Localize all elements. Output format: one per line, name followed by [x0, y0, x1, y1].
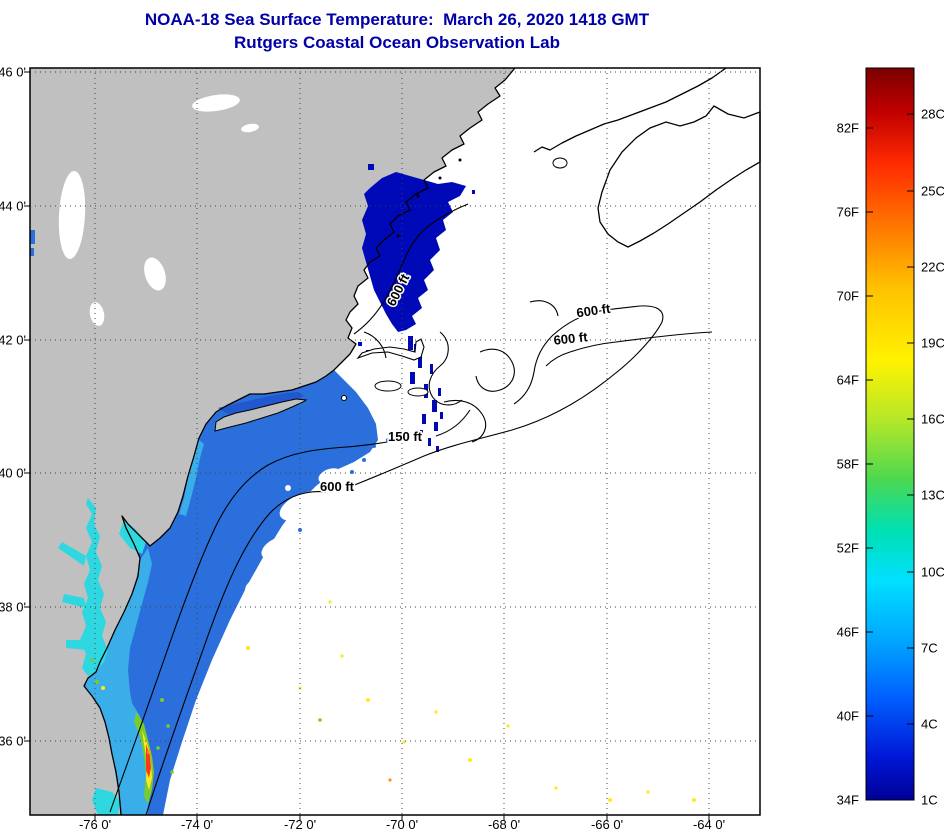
lon-tick-74: -74 0' — [181, 817, 213, 832]
lon-tick-72: -72 0' — [284, 817, 316, 832]
svg-text:64F: 64F — [837, 373, 859, 388]
svg-text:46F: 46F — [837, 625, 859, 640]
svg-text:16C: 16C — [921, 412, 944, 427]
sst-pamlico-sound — [92, 788, 120, 815]
lat-tick-44: 44 0' — [0, 199, 26, 214]
block-island — [341, 395, 347, 401]
contour-gulf-squiggle-1 — [428, 331, 463, 406]
graticule-grid — [30, 68, 760, 815]
gulf-stream-orange-spot — [147, 750, 151, 754]
svg-text:34F: 34F — [837, 793, 859, 808]
svg-text:76F: 76F — [837, 205, 859, 220]
svg-text:70F: 70F — [837, 289, 859, 304]
sst-nearshore-nj — [179, 440, 204, 516]
contour-gulf-squiggle-2 — [475, 348, 515, 392]
svg-text:1C: 1C — [921, 793, 938, 808]
contour-600ft-ne-channel — [545, 331, 713, 367]
outlined-land — [214, 105, 761, 432]
scattered-warm-speck-orange — [388, 778, 392, 782]
contour-label-shelf-600ft: 600 ft — [320, 479, 355, 494]
contour-600ft-shelf — [145, 305, 664, 816]
sst-chesapeake-tributaries — [58, 542, 86, 650]
sst-mid-atlantic-field — [84, 370, 378, 815]
grand-manan-island — [552, 157, 568, 169]
contour-cape-cod-bay — [363, 331, 387, 359]
new-brunswick-coastline — [533, 67, 727, 153]
lon-tick-76: -76 0' — [79, 817, 111, 832]
colorbar-celsius-labels: 28C 25C 22C 19C 16C 13C 10C 7C 4C 1C — [921, 107, 944, 808]
colorbar-gradient-bar — [865, 67, 915, 801]
figure-subtitle: Rutgers Coastal Ocean Observation Lab — [234, 33, 560, 52]
contour-600ft-maine — [353, 203, 469, 335]
svg-text:82F: 82F — [837, 121, 859, 136]
nantucket-island — [407, 387, 429, 397]
lon-tick-64: -64 0' — [693, 817, 725, 832]
svg-text:22C: 22C — [921, 260, 944, 275]
contour-150ft — [109, 409, 471, 813]
cape-cod — [356, 338, 425, 361]
lat-tick-42: 42 0' — [0, 333, 26, 348]
nova-scotia — [597, 105, 761, 248]
lat-tick-36: 36 0' — [0, 734, 26, 749]
maine-offshore-islets — [396, 158, 462, 238]
sst-chesapeake-bay — [80, 498, 108, 676]
lon-tick-66: -66 0' — [591, 817, 623, 832]
lon-tick-70: -70 0' — [386, 817, 418, 832]
sst-long-island-sound — [218, 392, 304, 414]
figure-title: NOAA-18 Sea Surface Temperature: March 2… — [145, 10, 650, 29]
svg-text:28C: 28C — [921, 107, 944, 122]
svg-text:4C: 4C — [921, 717, 938, 732]
lat-tick-46: 46 0' — [0, 65, 26, 80]
svg-text:52F: 52F — [837, 541, 859, 556]
coastlines — [83, 67, 727, 816]
sst-cold-maine-patch — [362, 172, 466, 332]
cloud-and-snow-patches — [58, 94, 342, 606]
lat-tick-38: 38 0' — [0, 600, 26, 615]
svg-text:7C: 7C — [921, 641, 938, 656]
svg-text:13C: 13C — [921, 488, 944, 503]
contour-gulf-squiggle-3 — [529, 300, 559, 317]
bathymetry-contours — [109, 203, 713, 816]
lat-tick-40: 40 0' — [0, 466, 26, 481]
svg-text:40F: 40F — [837, 709, 859, 724]
contour-nantucket-shoals — [443, 399, 487, 443]
svg-text:25C: 25C — [921, 184, 944, 199]
us-coastline — [83, 67, 516, 816]
contour-label-ne-channel-upper: 600 ft — [576, 301, 612, 321]
svg-text:58F: 58F — [837, 457, 859, 472]
colorbar-fahrenheit-labels: 82F 76F 70F 64F 58F 52F 46F 40F 34F — [837, 121, 859, 808]
axis-layer: 46 0' 44 0' 42 0' 40 0' 38 0' 36 0' -76 … — [0, 65, 725, 832]
marthas-vineyard-island — [374, 380, 402, 392]
contour-label-150ft: 150 ft — [388, 429, 423, 444]
land-mainland — [30, 68, 515, 815]
lon-tick-68: -68 0' — [488, 817, 520, 832]
contour-label-ne-channel-lower: 600 ft — [553, 329, 589, 348]
plot-frame — [29, 67, 761, 816]
temperature-colorbar: 82F 76F 70F 64F 58F 52F 46F 40F 34F 28C … — [837, 67, 944, 808]
svg-text:10C: 10C — [921, 565, 944, 580]
svg-text:19C: 19C — [921, 336, 944, 351]
scattered-warm-specks-green — [90, 658, 322, 774]
long-island — [214, 398, 308, 432]
colorbar-ticks — [866, 113, 914, 725]
